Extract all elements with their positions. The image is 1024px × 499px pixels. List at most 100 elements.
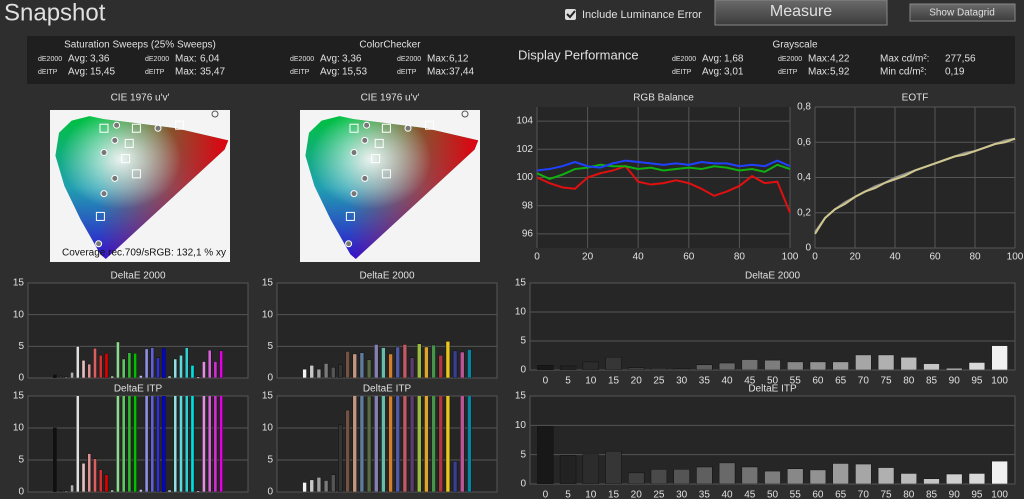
measure-button[interactable] — [714, 0, 888, 26]
y-tick-label: 0 — [267, 487, 273, 498]
bar — [309, 479, 314, 492]
bar — [809, 361, 827, 370]
bar — [395, 396, 400, 492]
y-tick-label: 102 — [516, 144, 533, 155]
target-marker — [100, 190, 108, 198]
x-tick-label: 10 — [585, 376, 597, 387]
metric-tag: dEITP — [778, 69, 798, 76]
bar — [877, 354, 895, 370]
bar — [202, 361, 206, 378]
bars — [537, 345, 1008, 370]
bar — [81, 462, 86, 492]
bar — [764, 470, 781, 484]
x-tick-label: 40 — [889, 252, 901, 263]
bar — [58, 490, 63, 492]
bar — [110, 489, 115, 492]
bar — [139, 375, 143, 378]
x-tick-label: 5 — [565, 376, 571, 387]
metric-tag: dE2000 — [145, 56, 169, 63]
y-tick-label: 0,6 — [797, 137, 811, 148]
bar — [438, 396, 443, 492]
y-tick-label: 0 — [18, 373, 24, 384]
bar — [582, 454, 599, 484]
bar — [452, 461, 458, 492]
bar — [424, 346, 429, 378]
bar — [417, 396, 422, 492]
bar — [673, 469, 690, 484]
y-tick-label: 5 — [18, 341, 24, 352]
x-tick-label: 95 — [971, 376, 983, 387]
bar — [402, 396, 408, 492]
bar — [156, 357, 160, 378]
bar — [144, 348, 149, 378]
metric-tag: dE2000 — [778, 56, 802, 63]
measure-label[interactable]: Measure — [770, 3, 832, 20]
bar — [121, 396, 126, 492]
bar — [104, 353, 109, 378]
target-box — [99, 123, 109, 133]
bar — [718, 362, 736, 370]
bar — [559, 455, 577, 484]
bar — [923, 478, 940, 484]
metric-value: 15,53 — [342, 67, 367, 78]
bar — [116, 341, 120, 378]
x-tick-label: 0 — [534, 252, 540, 263]
bar — [787, 468, 804, 484]
series-line — [536, 163, 791, 180]
target-box — [371, 154, 381, 164]
bar — [696, 364, 713, 370]
bar — [161, 347, 166, 378]
metric-tag: dE2000 — [290, 56, 314, 63]
bar — [673, 368, 690, 370]
bar — [741, 466, 758, 484]
bar — [184, 396, 189, 492]
y-tick-label: 0,2 — [797, 207, 811, 218]
bar — [445, 341, 451, 378]
y-tick-label: 10 — [13, 309, 25, 320]
target-marker — [100, 149, 108, 157]
metric-label: Avg: — [68, 54, 88, 65]
bar — [345, 409, 350, 492]
target-marker — [111, 136, 119, 144]
bar — [323, 480, 329, 492]
metric-label: Avg: — [320, 67, 340, 78]
x-tick-label: 0 — [543, 490, 549, 499]
x-tick-label: 40 — [722, 490, 734, 499]
x-tick-label: 85 — [926, 490, 938, 499]
y-tick-label: 10 — [515, 420, 527, 431]
bar — [460, 351, 465, 378]
bar — [923, 363, 940, 370]
metric-value: 4,22 — [830, 54, 850, 65]
bar — [946, 473, 963, 484]
bar — [764, 359, 781, 370]
bar — [431, 344, 436, 378]
checkbox-label[interactable]: Include Luminance Error — [582, 9, 702, 21]
bar — [424, 396, 429, 492]
bar — [537, 365, 554, 370]
bar — [605, 356, 622, 370]
chart-title: DeltaE ITP — [748, 384, 797, 395]
summary-panel — [27, 36, 1015, 84]
x-tick-label: 60 — [929, 252, 941, 263]
datagrid-button[interactable] — [909, 3, 1016, 22]
bar — [161, 396, 166, 492]
x-tick-label: 60 — [683, 252, 695, 263]
datagrid-label[interactable]: Show Datagrid — [929, 8, 995, 19]
y-tick-label: 15 — [515, 391, 527, 402]
x-tick-label: 45 — [744, 490, 756, 499]
x-tick-label: 85 — [926, 376, 938, 387]
bar — [366, 359, 372, 378]
bar — [582, 361, 599, 370]
bar — [150, 347, 155, 378]
x-tick-label: 30 — [676, 490, 688, 499]
bar — [190, 365, 195, 378]
metric-label: Min cd/m²: — [880, 67, 927, 78]
bar — [359, 396, 365, 492]
x-tick-label: 20 — [631, 490, 643, 499]
bar — [650, 469, 668, 484]
bar — [127, 396, 132, 492]
metric-value: 3,36 — [90, 54, 110, 65]
x-tick-label: 80 — [903, 490, 915, 499]
x-tick-label: 45 — [744, 376, 756, 387]
zoom-icon — [461, 110, 469, 118]
